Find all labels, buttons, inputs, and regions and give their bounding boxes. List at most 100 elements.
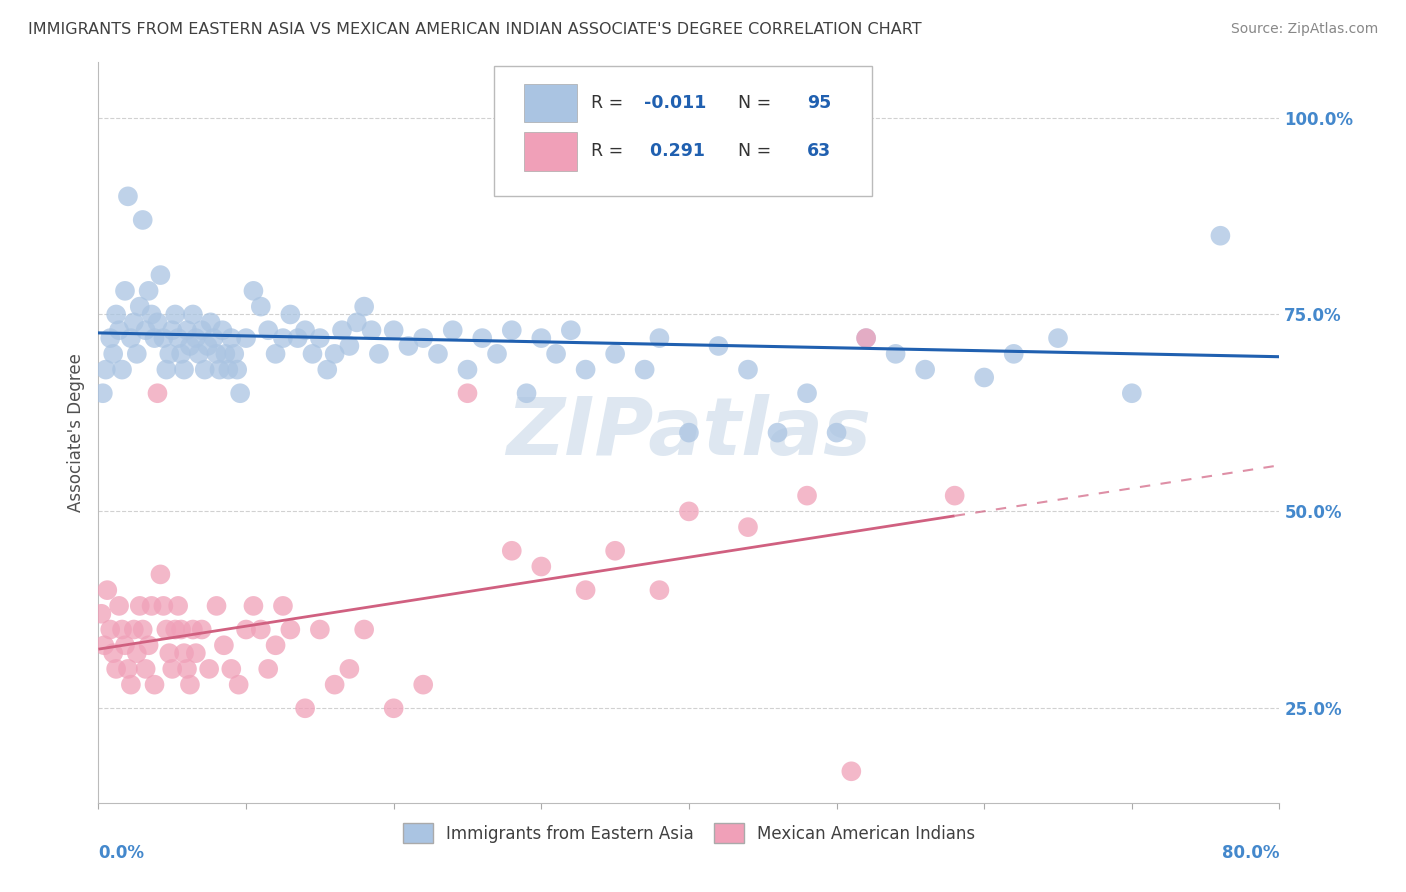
Point <box>208 362 231 376</box>
Point <box>530 331 553 345</box>
Point <box>737 362 759 376</box>
Point <box>575 362 598 376</box>
Point <box>257 662 280 676</box>
Point <box>316 362 339 376</box>
Point <box>339 339 361 353</box>
FancyBboxPatch shape <box>523 84 576 122</box>
Point <box>412 678 434 692</box>
FancyBboxPatch shape <box>494 66 872 195</box>
Point <box>173 646 195 660</box>
Point <box>176 662 198 676</box>
Point <box>167 331 190 345</box>
Point <box>181 308 204 322</box>
Point <box>117 189 139 203</box>
Point <box>103 646 125 660</box>
Point <box>301 347 323 361</box>
Point <box>120 678 142 692</box>
Text: 63: 63 <box>807 143 831 161</box>
Text: ZIPatlas: ZIPatlas <box>506 393 872 472</box>
FancyBboxPatch shape <box>523 132 576 170</box>
Point <box>217 362 239 376</box>
Point <box>214 347 236 361</box>
Point <box>323 678 346 692</box>
Point <box>128 599 150 613</box>
Point <box>202 331 225 345</box>
Point <box>205 599 228 613</box>
Point <box>471 331 494 345</box>
Point <box>96 583 118 598</box>
Point <box>1002 347 1025 361</box>
Y-axis label: Associate's Degree: Associate's Degree <box>66 353 84 512</box>
Point <box>205 347 228 361</box>
Point <box>382 701 405 715</box>
Point <box>250 300 273 314</box>
Point <box>167 599 190 613</box>
Point <box>176 323 198 337</box>
Point <box>146 315 169 329</box>
Point <box>226 362 249 376</box>
Point <box>103 347 125 361</box>
Point <box>138 638 160 652</box>
Text: IMMIGRANTS FROM EASTERN ASIA VS MEXICAN AMERICAN INDIAN ASSOCIATE'S DEGREE CORRE: IMMIGRANTS FROM EASTERN ASIA VS MEXICAN … <box>28 22 922 37</box>
Point <box>149 567 172 582</box>
Point <box>191 323 214 337</box>
Legend: Immigrants from Eastern Asia, Mexican American Indians: Immigrants from Eastern Asia, Mexican Am… <box>396 816 981 850</box>
Text: 80.0%: 80.0% <box>1222 844 1279 862</box>
Point <box>855 331 877 345</box>
Point <box>98 331 121 345</box>
Text: N =: N = <box>727 143 776 161</box>
Point <box>181 623 204 637</box>
Point <box>165 308 187 322</box>
Point <box>271 599 294 613</box>
Point <box>441 323 464 337</box>
Point <box>501 323 523 337</box>
Point <box>841 764 863 779</box>
Point <box>855 331 877 345</box>
Point <box>309 331 332 345</box>
Text: R =: R = <box>591 95 628 112</box>
Point <box>149 268 172 282</box>
Point <box>194 362 217 376</box>
Text: 0.291: 0.291 <box>644 143 704 161</box>
Point <box>184 331 207 345</box>
Point <box>294 323 316 337</box>
Point <box>162 323 183 337</box>
Point <box>339 662 361 676</box>
Point <box>135 323 157 337</box>
Point <box>250 623 273 637</box>
Point <box>398 339 420 353</box>
Point <box>211 323 233 337</box>
Point <box>138 284 160 298</box>
Point <box>264 638 287 652</box>
Point <box>353 300 375 314</box>
Point <box>132 623 155 637</box>
Text: 95: 95 <box>807 95 831 112</box>
Point <box>143 331 166 345</box>
Point <box>122 315 145 329</box>
Point <box>560 323 582 337</box>
Point <box>353 623 375 637</box>
Point <box>973 370 995 384</box>
Point <box>98 623 121 637</box>
Point <box>825 425 848 440</box>
Point <box>678 425 700 440</box>
Point <box>648 583 671 598</box>
Point <box>173 362 195 376</box>
Point <box>165 623 187 637</box>
Point <box>90 607 112 621</box>
Point <box>141 599 163 613</box>
Point <box>143 678 166 692</box>
Point <box>132 213 155 227</box>
Point <box>198 662 221 676</box>
Point <box>224 347 246 361</box>
Point <box>125 646 148 660</box>
Point <box>280 308 302 322</box>
Point <box>197 339 219 353</box>
Point <box>648 331 671 345</box>
Point <box>242 284 264 298</box>
Point <box>346 315 368 329</box>
Point <box>1047 331 1070 345</box>
Point <box>94 362 117 376</box>
Point <box>605 543 627 558</box>
Point <box>242 599 264 613</box>
